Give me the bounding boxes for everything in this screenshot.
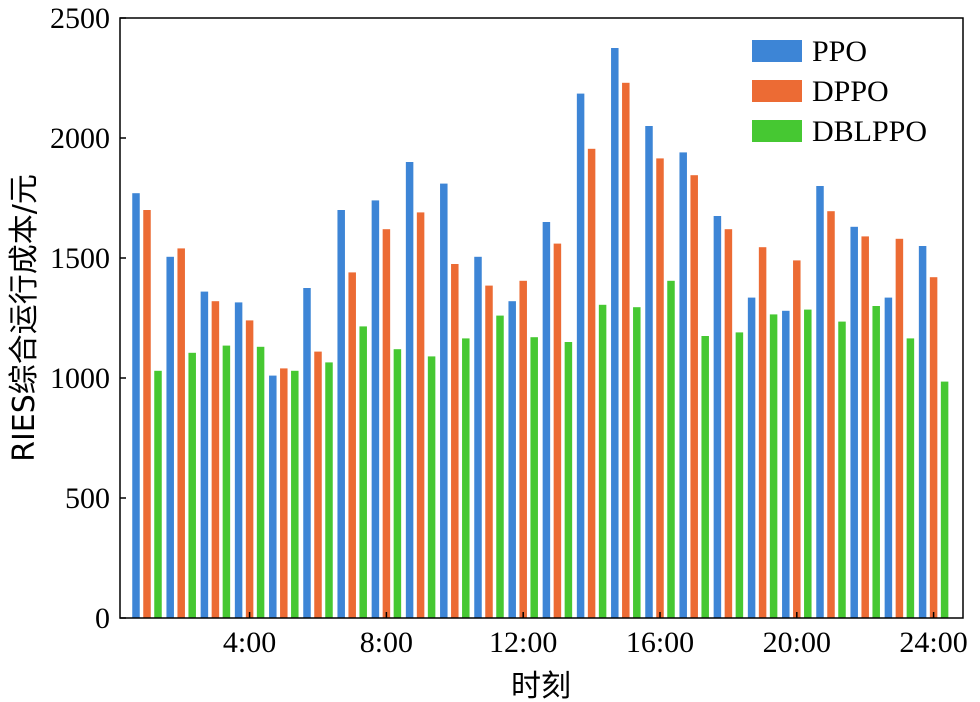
bar-dblppo-15 [633, 307, 641, 618]
bar-dppo-14 [587, 148, 596, 619]
bar-dppo-23 [895, 238, 904, 619]
bar-dppo-20 [793, 260, 801, 618]
y-tick-label: 2500 [50, 2, 110, 35]
y-tick-label: 1500 [50, 242, 110, 275]
legend: PPO DPPO DBLPPO [752, 35, 927, 148]
bar-ppo-15 [611, 48, 619, 618]
bar-dblppo-20 [804, 309, 812, 618]
bar-dppo-24 [929, 277, 938, 618]
bar-dblppo-1 [154, 370, 162, 618]
bar-dblppo-4 [256, 346, 265, 618]
bar-dppo-17 [690, 175, 698, 618]
y-axis-ticks: 0 500 1000 1500 2000 2500 [50, 2, 126, 635]
bar-dppo-21 [827, 211, 835, 618]
bar-dppo-19 [758, 247, 767, 618]
y-axis-title: RIES综合运行成本/元 [7, 174, 42, 462]
bar-dblppo-2 [188, 352, 196, 618]
bar-dppo-12 [519, 280, 527, 618]
bar-dblppo-16 [667, 280, 675, 618]
bar-ppo-3 [200, 291, 209, 618]
bar-dblppo-11 [496, 315, 504, 618]
bar-ppo-14 [576, 93, 585, 619]
y-tick-label: 2000 [50, 122, 110, 155]
bar-ppo-6 [303, 288, 311, 618]
bar-dblppo-13 [564, 342, 573, 618]
bar-dblppo-17 [701, 336, 709, 618]
legend-label-dblppo: DBLPPO [812, 115, 927, 148]
bar-dppo-15 [622, 82, 630, 619]
bar-ppo-24 [918, 246, 927, 618]
bar-dblppo-7 [359, 326, 367, 618]
bar-dppo-10 [451, 264, 459, 618]
x-axis-title: 时刻 [511, 669, 571, 702]
x-tick-label: 16:00 [626, 626, 694, 659]
bar-ppo-16 [645, 126, 653, 618]
bar-dblppo-14 [598, 304, 607, 618]
bar-ppo-19 [747, 297, 756, 618]
legend-label-dppo: DPPO [812, 75, 889, 108]
x-axis-ticks: 4:00 8:00 12:00 16:00 20:00 24:00 [223, 612, 968, 659]
bar-dblppo-23 [906, 338, 915, 618]
bar-dblppo-22 [872, 306, 880, 618]
bar-dblppo-3 [222, 345, 231, 618]
legend-label-ppo: PPO [812, 35, 867, 68]
bar-dppo-7 [348, 272, 356, 618]
bar-dblppo-10 [462, 338, 470, 618]
bar-ppo-1 [132, 193, 140, 618]
bar-dppo-4 [245, 320, 254, 618]
bar-dppo-18 [724, 229, 733, 618]
bar-dppo-2 [177, 248, 185, 618]
plot-frame [119, 17, 964, 619]
bar-dppo-16 [656, 158, 664, 618]
bar-dblppo-21 [838, 321, 846, 618]
bar-dppo-11 [485, 285, 493, 618]
bar-ppo-22 [850, 226, 858, 619]
bar-ppo-4 [234, 302, 243, 618]
bar-ppo-17 [679, 152, 687, 618]
x-tick-label: 20:00 [763, 626, 831, 659]
bar-dppo-9 [416, 212, 425, 618]
bar-dblppo-6 [325, 362, 333, 618]
bar-dblppo-24 [940, 381, 949, 618]
legend-swatch-dppo [752, 80, 802, 102]
bar-ppo-9 [405, 162, 414, 618]
bar-dblppo-8 [393, 349, 402, 618]
bar-dppo-5 [280, 368, 288, 618]
bar-dblppo-12 [530, 337, 538, 618]
bar-dppo-8 [382, 229, 391, 618]
bars-group [132, 48, 949, 619]
bar-dblppo-18 [735, 332, 744, 618]
y-tick-label: 0 [95, 602, 110, 635]
bar-ppo-11 [474, 256, 482, 618]
y-tick-label: 1000 [50, 362, 110, 395]
bar-ppo-10 [440, 183, 448, 618]
bar-dppo-3 [211, 301, 220, 618]
bar-dblppo-5 [291, 370, 299, 618]
bar-ppo-12 [508, 301, 516, 618]
x-tick-label: 8:00 [360, 626, 413, 659]
bar-dppo-1 [143, 210, 151, 618]
bar-dppo-22 [861, 236, 869, 618]
bar-ppo-5 [269, 375, 277, 618]
x-tick-label: 24:00 [899, 626, 967, 659]
x-tick-label: 12:00 [489, 626, 557, 659]
bar-ppo-23 [884, 297, 893, 618]
x-tick-label: 4:00 [223, 626, 276, 659]
legend-swatch-dblppo [752, 120, 802, 142]
bar-dppo-6 [314, 351, 322, 618]
bar-ppo-21 [816, 186, 824, 618]
bar-ppo-18 [713, 216, 722, 618]
bar-ppo-2 [166, 256, 174, 618]
bar-dblppo-19 [769, 314, 778, 618]
bar-ppo-13 [542, 222, 551, 618]
bar-ppo-8 [371, 200, 380, 618]
y-tick-label: 500 [65, 482, 110, 515]
bar-dppo-13 [553, 243, 562, 618]
bar-ppo-7 [337, 210, 345, 618]
bar-dblppo-9 [427, 356, 436, 618]
legend-swatch-ppo [752, 40, 802, 62]
bar-ppo-20 [782, 310, 790, 618]
